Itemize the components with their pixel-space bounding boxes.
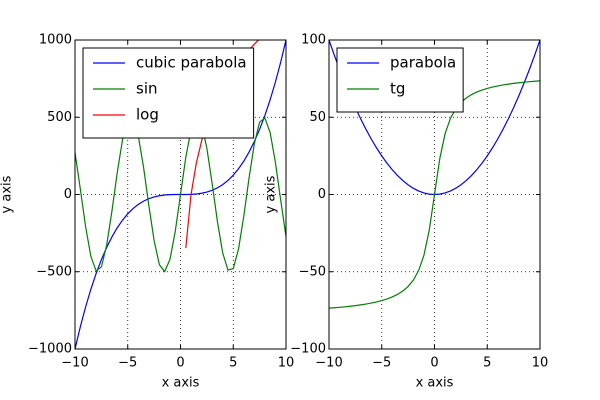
y-tick-label: 0 — [64, 187, 72, 202]
y-tick-label: 50 — [309, 110, 326, 125]
x-axis-label: x axis — [416, 376, 454, 391]
legend-box — [336, 47, 464, 113]
legend: cubic parabola sin log — [82, 47, 255, 139]
x-tick-label: 10 — [532, 356, 549, 371]
axes: −10 −5 0 5 10 −1000 −500 0 500 1000 x axis y axis cu… — [0, 33, 295, 391]
x-tick-label: 5 — [229, 356, 237, 371]
legend-label: sin — [136, 80, 158, 98]
y-axis-label: y axis — [0, 175, 15, 213]
y-tick-label: −100 — [290, 342, 326, 357]
x-tick-label: 10 — [278, 356, 295, 371]
axes-frame — [328, 39, 541, 350]
x-tick-label: 0 — [430, 356, 438, 371]
legend: parabola tg — [336, 47, 464, 113]
y-tick-label: −500 — [36, 264, 72, 279]
y-tick-label: −1000 — [28, 342, 72, 357]
legend-label: parabola — [390, 54, 456, 72]
x-tick-label: 0 — [176, 356, 184, 371]
x-tick-label: −5 — [118, 356, 137, 371]
x-tick-label: −10 — [61, 356, 88, 371]
x-axis-label: x axis — [162, 376, 200, 391]
line-series — [75, 116, 286, 273]
legend-label: cubic parabola — [136, 54, 247, 72]
y-tick-label: 1000 — [39, 33, 72, 48]
axes-frame — [74, 39, 287, 350]
legend-label: tg — [390, 80, 405, 98]
y-tick-label: 500 — [47, 110, 72, 125]
y-tick-label: −50 — [299, 264, 326, 279]
y-axis-label: y axis — [264, 175, 279, 213]
y-tick-label: 100 — [301, 33, 326, 48]
x-tick-label: 5 — [483, 356, 491, 371]
line-series — [329, 80, 540, 309]
x-tick-label: −5 — [372, 356, 391, 371]
y-tick-label: 0 — [318, 187, 326, 202]
x-tick-label: −10 — [315, 356, 342, 371]
legend-label: log — [136, 106, 159, 124]
